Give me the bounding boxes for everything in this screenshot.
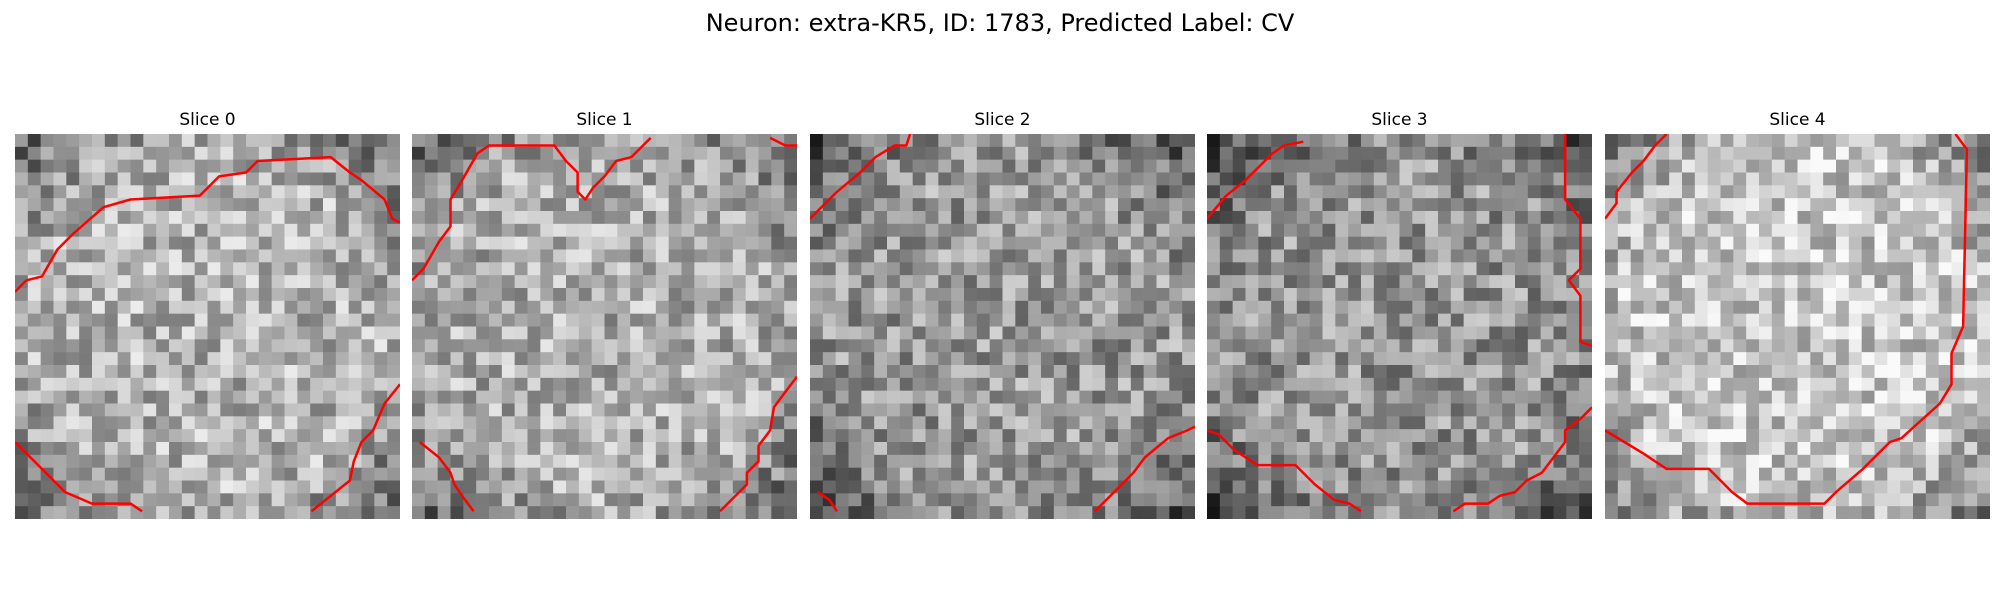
contour-line (769, 136, 797, 147)
contour-line (1207, 429, 1362, 513)
contour-line (412, 137, 652, 282)
slice-panel-3: Slice 3 (1207, 110, 1592, 519)
slice-title: Slice 4 (1769, 110, 1826, 130)
pixel-grid (412, 134, 797, 519)
contour-line (418, 441, 475, 513)
contour-line (1563, 134, 1592, 347)
contour-line (719, 375, 797, 513)
slice-title: Slice 0 (179, 110, 236, 130)
contour-line (1452, 406, 1592, 513)
pixel-grid (1605, 134, 1990, 519)
slice-panel-4: Slice 4 (1605, 110, 1990, 519)
contour-line (1094, 425, 1195, 513)
slice-title: Slice 3 (1371, 110, 1428, 130)
contour-line (1605, 134, 1969, 505)
pixel-grid (810, 134, 1195, 519)
contour-line (15, 155, 400, 293)
pixel-grid (1207, 134, 1592, 519)
contour-line (15, 441, 143, 513)
figure-title: Neuron: extra-KR5, ID: 1783, Predicted L… (705, 9, 1295, 37)
pixel-grid (15, 134, 400, 519)
slice-title: Slice 1 (576, 110, 633, 130)
slice-title: Slice 2 (974, 110, 1031, 130)
contour-line (310, 383, 400, 513)
slice-panel-1: Slice 1 (412, 110, 797, 519)
slice-image (810, 134, 1195, 519)
slice-image (1605, 134, 1990, 519)
slice-panel-2: Slice 2 (810, 110, 1195, 519)
contour-line (1207, 140, 1304, 220)
contour-line (810, 134, 912, 220)
contour-line (817, 491, 839, 512)
slice-panel-0: Slice 0 (15, 110, 400, 519)
slice-image (1207, 134, 1592, 519)
slice-image (412, 134, 797, 519)
slice-image (15, 134, 400, 519)
contour-line (1605, 134, 1668, 220)
